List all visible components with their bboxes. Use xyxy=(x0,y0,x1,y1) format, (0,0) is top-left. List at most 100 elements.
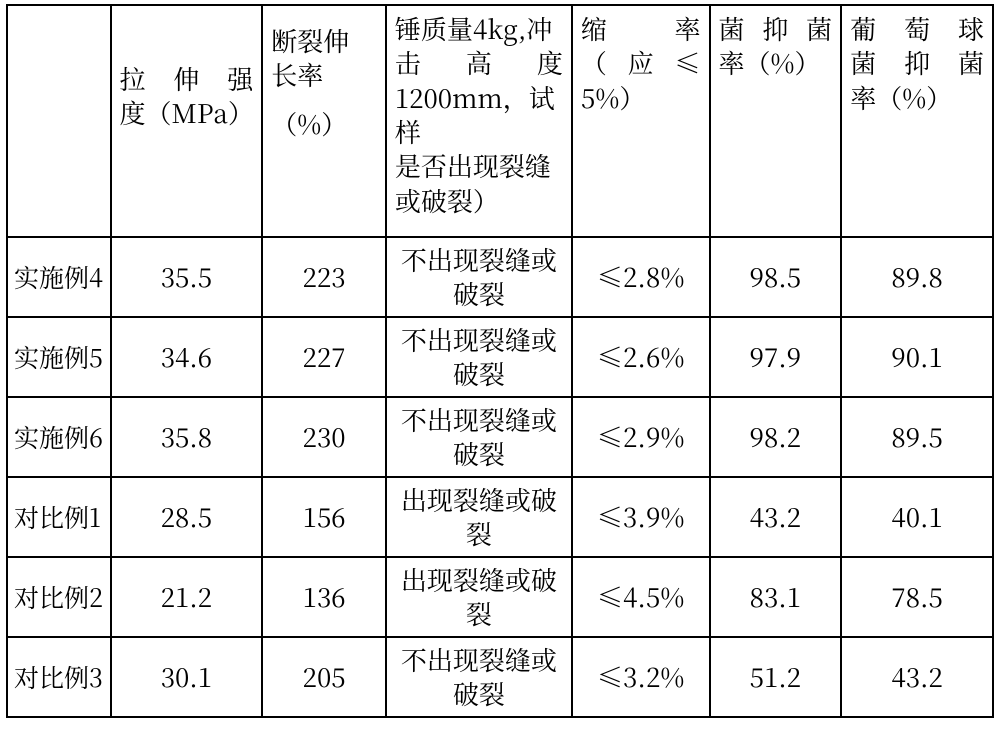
table-body: 实施例435.5223不出现裂缝或破裂≤2.8%98.589.8实施例534.6… xyxy=(7,237,993,717)
cell-c4: ≤2.8% xyxy=(572,237,710,317)
data-table: 拉 伸 强 度（MPa） 断裂伸 长率 （%） 锤质量4kg,冲 击 高 度 1… xyxy=(6,4,994,718)
row-label-l2: 1 xyxy=(89,499,101,535)
cell-c5: 51.2 xyxy=(710,637,842,717)
header-tensile-strength-l1: 拉 伸 强 xyxy=(120,62,254,96)
cell-c3-l2: 裂 xyxy=(466,515,492,552)
row-label-l1: 对比例 xyxy=(14,579,89,615)
row-label-l2: 2 xyxy=(89,579,103,615)
cell-c3: 不出现裂缝或破裂 xyxy=(386,397,572,477)
header-shrink-l3: 5%） xyxy=(581,81,701,115)
row-label-l2: 4 xyxy=(89,259,103,295)
cell-c3-l2: 破裂 xyxy=(453,675,505,712)
header-shrink: 缩 率 （ 应 ≤ 5%） xyxy=(572,5,710,237)
cell-c6: 89.8 xyxy=(841,237,993,317)
header-impact-l2: 击 高 度 xyxy=(395,46,563,80)
cell-c3-l2: 破裂 xyxy=(453,355,505,392)
cell-c3: 出现裂缝或破裂 xyxy=(386,477,572,557)
cell-c5: 98.5 xyxy=(710,237,842,317)
cell-c5: 83.1 xyxy=(710,557,842,637)
cell-c1: 34.6 xyxy=(111,317,263,397)
cell-c3: 不出现裂缝或破裂 xyxy=(386,237,572,317)
cell-c6: 78.5 xyxy=(841,557,993,637)
row-label: 实施例6 xyxy=(7,397,111,477)
header-impact: 锤质量4kg,冲 击 高 度 1200mm，试样 是否出现裂缝 或破裂） xyxy=(386,5,572,237)
header-impact-l1: 锤质量4kg,冲 xyxy=(395,12,563,46)
cell-c3-l1: 不出现裂缝或 xyxy=(401,641,557,678)
header-impact-l3: 1200mm，试样 xyxy=(395,81,563,150)
row-label-l2: 5 xyxy=(89,339,103,375)
cell-c3-l2: 裂 xyxy=(466,595,492,632)
cell-c4: ≤3.2% xyxy=(572,637,710,717)
header-staph-rate: 葡 萄 球 菌 抑 菌 率（%） xyxy=(841,5,993,237)
table-row: 实施例635.8230不出现裂缝或破裂≤2.9%98.289.5 xyxy=(7,397,993,477)
row-label: 对比例1 xyxy=(7,477,111,557)
cell-c3: 不出现裂缝或破裂 xyxy=(386,317,572,397)
cell-c4: ≤2.9% xyxy=(572,397,710,477)
cell-c6: 90.1 xyxy=(841,317,993,397)
cell-c1: 28.5 xyxy=(111,477,263,557)
cell-c6: 89.5 xyxy=(841,397,993,477)
header-tensile-strength-l2: 度（MPa） xyxy=(120,96,254,130)
header-impact-l5: 或破裂） xyxy=(395,184,563,218)
cell-c6: 43.2 xyxy=(841,637,993,717)
header-shrink-l1: 缩 率 xyxy=(581,12,701,46)
cell-c3-l1: 出现裂缝或破 xyxy=(401,561,557,598)
cell-c1: 30.1 xyxy=(111,637,263,717)
header-shrink-l2: （ 应 ≤ xyxy=(581,46,701,80)
cell-c3-l1: 不出现裂缝或 xyxy=(401,401,557,438)
cell-c4: ≤2.6% xyxy=(572,317,710,397)
row-label: 实施例5 xyxy=(7,317,111,397)
table-row: 实施例534.6227不出现裂缝或破裂≤2.6%97.990.1 xyxy=(7,317,993,397)
cell-c3-l2: 破裂 xyxy=(453,435,505,472)
cell-c1: 35.5 xyxy=(111,237,263,317)
cell-c4: ≤3.9% xyxy=(572,477,710,557)
cell-c2: 205 xyxy=(262,637,386,717)
table-header-row: 拉 伸 强 度（MPa） 断裂伸 长率 （%） 锤质量4kg,冲 击 高 度 1… xyxy=(7,5,993,237)
row-label-l1: 对比例 xyxy=(14,499,89,535)
row-label-l1: 实施例 xyxy=(14,419,89,455)
row-label-l1: 实施例 xyxy=(14,339,89,375)
cell-c3-l2: 破裂 xyxy=(453,275,505,312)
cell-c6: 40.1 xyxy=(841,477,993,557)
row-label: 对比例3 xyxy=(7,637,111,717)
cell-c3: 不出现裂缝或破裂 xyxy=(386,637,572,717)
cell-c1: 21.2 xyxy=(111,557,263,637)
cell-c2: 136 xyxy=(262,557,386,637)
header-bacteria-rate: 菌 抑 菌 率（%） xyxy=(710,5,842,237)
header-elongation-l2: 长率 xyxy=(271,58,377,92)
header-staph-rate-l2: 菌 抑 菌 xyxy=(850,46,984,80)
cell-c3-l1: 不出现裂缝或 xyxy=(401,241,557,278)
row-label-l1: 对比例 xyxy=(14,659,89,695)
row-label-l1: 实施例 xyxy=(14,259,89,295)
row-label: 对比例2 xyxy=(7,557,111,637)
cell-c1: 35.8 xyxy=(111,397,263,477)
header-bacteria-rate-l2: 率（%） xyxy=(719,46,833,80)
cell-c2: 156 xyxy=(262,477,386,557)
cell-c2: 227 xyxy=(262,317,386,397)
row-label-l2: 3 xyxy=(89,659,103,695)
cell-c4: ≤4.5% xyxy=(572,557,710,637)
header-blank xyxy=(7,5,111,237)
cell-c5: 97.9 xyxy=(710,317,842,397)
cell-c5: 43.2 xyxy=(710,477,842,557)
cell-c3: 出现裂缝或破裂 xyxy=(386,557,572,637)
cell-c2: 230 xyxy=(262,397,386,477)
row-label-l2: 6 xyxy=(89,419,103,455)
cell-c3-l1: 出现裂缝或破 xyxy=(401,481,557,518)
cell-c3-l1: 不出现裂缝或 xyxy=(401,321,557,358)
cell-c5: 98.2 xyxy=(710,397,842,477)
header-staph-rate-l3: 率（%） xyxy=(850,81,984,115)
table-row: 对比例330.1205不出现裂缝或破裂≤3.2%51.243.2 xyxy=(7,637,993,717)
table-row: 实施例435.5223不出现裂缝或破裂≤2.8%98.589.8 xyxy=(7,237,993,317)
header-staph-rate-l1: 葡 萄 球 xyxy=(850,12,984,46)
cell-c2: 223 xyxy=(262,237,386,317)
header-elongation-l3: （%） xyxy=(271,107,377,141)
header-impact-l4: 是否出现裂缝 xyxy=(395,149,563,183)
header-tensile-strength: 拉 伸 强 度（MPa） xyxy=(111,5,263,237)
table-row: 对比例221.2136出现裂缝或破裂≤4.5%83.178.5 xyxy=(7,557,993,637)
table-row: 对比例128.5156出现裂缝或破裂≤3.9%43.240.1 xyxy=(7,477,993,557)
row-label: 实施例4 xyxy=(7,237,111,317)
header-bacteria-rate-l1: 菌 抑 菌 xyxy=(719,12,833,46)
header-elongation-l1: 断裂伸 xyxy=(271,24,377,58)
header-elongation: 断裂伸 长率 （%） xyxy=(262,5,386,237)
